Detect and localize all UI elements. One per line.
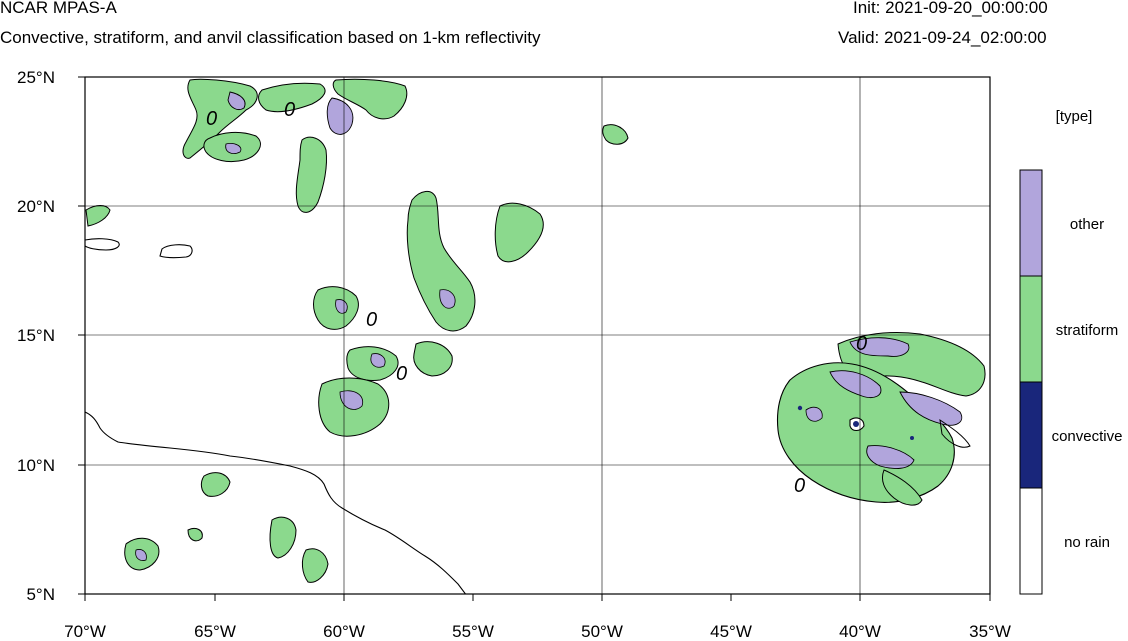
- legend-swatch-no-rain: [1019, 487, 1043, 595]
- rain-cluster-tropical-cyclone: [776, 332, 986, 506]
- lon-tick-label: 35°W: [969, 622, 1011, 641]
- lat-tick-label: 5°N: [26, 585, 55, 604]
- init-time: Init: 2021-09-20_00:00:00: [853, 0, 1048, 17]
- map-plot-area: [85, 77, 990, 594]
- coastline-venezuela-islands: [159, 244, 193, 259]
- contour-label: 0: [794, 475, 805, 497]
- lon-tick-label: 50°W: [581, 622, 623, 641]
- valid-time: Valid: 2021-09-24_02:00:00: [838, 28, 1047, 47]
- legend-title: [type]: [1056, 108, 1093, 125]
- lon-tick-label: 65°W: [194, 622, 236, 641]
- contour-label: 0: [396, 363, 407, 385]
- contour-label: 0: [366, 309, 377, 331]
- contour-label: 0: [856, 333, 867, 355]
- legend: [type] other stratiform convective no ra…: [1019, 108, 1123, 595]
- legend-label-convective: convective: [1052, 428, 1123, 445]
- lon-axis-labels: 70°W 65°W 60°W 55°W 50°W 45°W 40°W 35°W: [64, 622, 1011, 641]
- legend-swatch-stratiform: [1019, 275, 1043, 383]
- rain-cluster-antilles: [313, 124, 629, 437]
- lat-tick-label: 25°N: [17, 68, 55, 87]
- legend-label-no-rain: no rain: [1064, 534, 1110, 551]
- contour-label: 0: [206, 108, 217, 130]
- convective-core: [853, 421, 859, 427]
- lat-tick-label: 15°N: [17, 326, 55, 345]
- convective-cell: [797, 405, 803, 411]
- map-grid: [85, 77, 990, 594]
- lon-tick-label: 70°W: [64, 622, 106, 641]
- model-title: NCAR MPAS-A: [0, 0, 117, 17]
- legend-swatch-other: [1019, 169, 1043, 277]
- legend-label-other: other: [1070, 216, 1104, 233]
- contour-labels: 0 0 0 0 0 0: [206, 99, 867, 497]
- rain-cluster-northwest: [85, 78, 408, 227]
- lon-tick-label: 45°W: [710, 622, 752, 641]
- legend-swatch-convective: [1019, 381, 1043, 489]
- rain-cluster-south: [124, 472, 329, 583]
- lat-axis-labels: 25°N 20°N 15°N 10°N 5°N: [17, 68, 55, 604]
- contour-label: 0: [284, 99, 295, 121]
- convective-cell: [910, 436, 914, 440]
- plot-description: Convective, stratiform, and anvil classi…: [0, 28, 541, 47]
- legend-label-stratiform: stratiform: [1056, 322, 1119, 339]
- lon-tick-label: 55°W: [452, 622, 494, 641]
- axis-ticks: [78, 76, 991, 601]
- coastline-north-islands: [85, 238, 120, 251]
- lat-tick-label: 10°N: [17, 456, 55, 475]
- lat-tick-label: 20°N: [17, 197, 55, 216]
- lon-tick-label: 60°W: [323, 622, 365, 641]
- coastline-south-america: [85, 411, 467, 594]
- lon-tick-label: 40°W: [839, 622, 881, 641]
